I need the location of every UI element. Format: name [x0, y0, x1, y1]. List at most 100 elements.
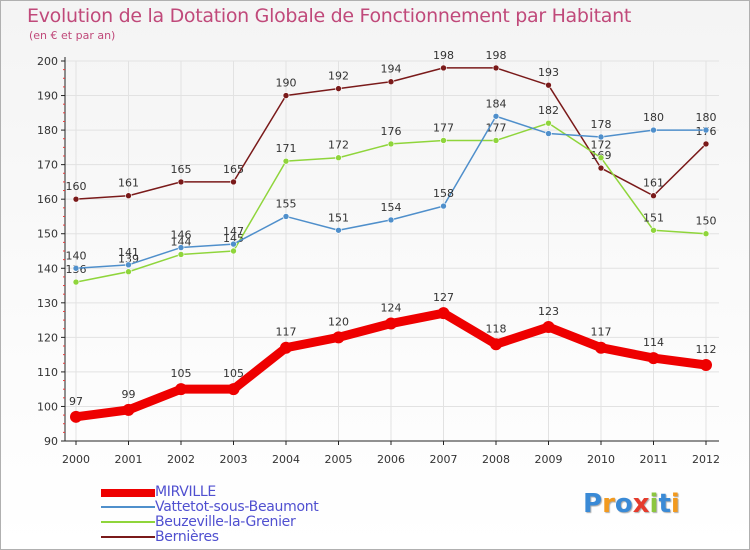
x-tick-label: 2006 [377, 453, 405, 466]
data-point [545, 130, 552, 137]
data-point [385, 317, 397, 330]
legend-label-beuzeville: Beuzeville-la-Grenier [155, 514, 296, 530]
x-tick-label: 2008 [482, 453, 510, 466]
data-label: 198 [433, 49, 454, 62]
y-tick-label: 120 [37, 331, 58, 344]
y-tick-label: 90 [44, 435, 58, 448]
data-point [702, 126, 710, 134]
data-point [177, 178, 185, 186]
x-tick-label: 2007 [430, 453, 458, 466]
data-label: 123 [538, 305, 559, 318]
data-point [227, 383, 240, 396]
data-point [597, 154, 605, 162]
data-point [595, 341, 607, 354]
logo-letter: i [649, 489, 659, 519]
data-label: 182 [538, 104, 559, 117]
data-point [702, 140, 710, 148]
data-point [440, 137, 447, 144]
data-point [125, 261, 132, 269]
data-label: 124 [381, 302, 402, 315]
data-point [335, 85, 342, 92]
data-label: 114 [643, 336, 664, 349]
data-label: 161 [643, 177, 664, 190]
data-label: 127 [433, 291, 454, 304]
data-label: 150 [696, 215, 717, 228]
x-tick-label: 2010 [587, 453, 615, 466]
data-label: 172 [328, 139, 349, 152]
data-label: 141 [118, 246, 139, 259]
data-label: 117 [276, 326, 297, 339]
data-point [177, 244, 185, 251]
data-label: 146 [171, 229, 192, 242]
data-point [125, 192, 132, 200]
data-point [545, 81, 552, 89]
data-point [72, 195, 80, 203]
data-point [230, 240, 237, 248]
data-label: 177 [433, 121, 454, 134]
data-label: 160 [66, 180, 87, 193]
data-label: 117 [591, 326, 612, 339]
data-label: 99 [122, 388, 136, 401]
data-label: 184 [486, 97, 507, 110]
data-point [335, 154, 342, 162]
data-point [492, 137, 500, 144]
data-label: 112 [696, 343, 717, 356]
data-label: 155 [276, 197, 297, 210]
data-label: 165 [223, 163, 244, 176]
legend-swatch-mirville [101, 489, 155, 497]
data-label: 105 [223, 367, 244, 380]
data-label: 178 [591, 118, 612, 131]
data-point [545, 119, 552, 127]
x-tick-label: 2012 [692, 453, 720, 466]
chart-title: Evolution de la Dotation Globale de Fonc… [27, 5, 632, 27]
data-point [440, 202, 447, 210]
data-point [282, 157, 290, 165]
y-tick-label: 160 [37, 193, 58, 206]
data-point [440, 64, 447, 72]
data-point [650, 126, 657, 134]
data-label: 180 [696, 111, 717, 124]
x-tick-label: 2000 [62, 453, 90, 466]
x-tick-label: 2009 [535, 453, 563, 466]
data-label: 105 [171, 367, 192, 380]
data-label: 151 [328, 211, 349, 224]
logo-letter: o [614, 489, 633, 519]
y-tick-label: 170 [37, 159, 58, 172]
logo-letter: i [670, 489, 680, 519]
data-point [387, 78, 395, 86]
data-point [122, 403, 135, 416]
data-label: 147 [223, 225, 244, 238]
data-point [280, 341, 292, 354]
data-label: 151 [643, 211, 664, 224]
legend-label-vattetot: Vattetot-sous-Beaumont [155, 499, 319, 515]
data-point [72, 278, 80, 286]
data-point [70, 410, 82, 423]
data-label: 171 [276, 142, 297, 155]
proxiti-logo: Proxiti [583, 489, 680, 519]
y-tick-label: 140 [37, 262, 58, 275]
data-point [647, 352, 660, 365]
chart-subtitle: (en € et par an) [29, 29, 116, 42]
legend-label-bernieres: Bernières [155, 529, 219, 545]
legend-label-mirville: MIRVILLE [155, 484, 216, 500]
y-tick-label: 150 [37, 228, 58, 241]
logo-letter: x [632, 489, 650, 519]
x-tick-label: 2001 [115, 453, 143, 466]
data-point [492, 64, 500, 72]
data-point [175, 383, 187, 396]
x-tick-label: 2004 [272, 453, 300, 466]
y-tick-label: 100 [37, 400, 58, 413]
y-tick-label: 200 [37, 55, 58, 68]
data-label: 144 [171, 235, 192, 248]
data-point [542, 321, 555, 333]
data-label: 140 [66, 249, 87, 262]
data-point [492, 112, 500, 120]
data-point [650, 226, 657, 234]
data-label: 154 [381, 201, 402, 214]
legend-swatch-vattetot [101, 506, 155, 508]
data-label: 172 [591, 139, 612, 152]
data-label: 97 [69, 395, 83, 408]
data-label: 165 [171, 163, 192, 176]
x-tick-label: 2002 [167, 453, 195, 466]
